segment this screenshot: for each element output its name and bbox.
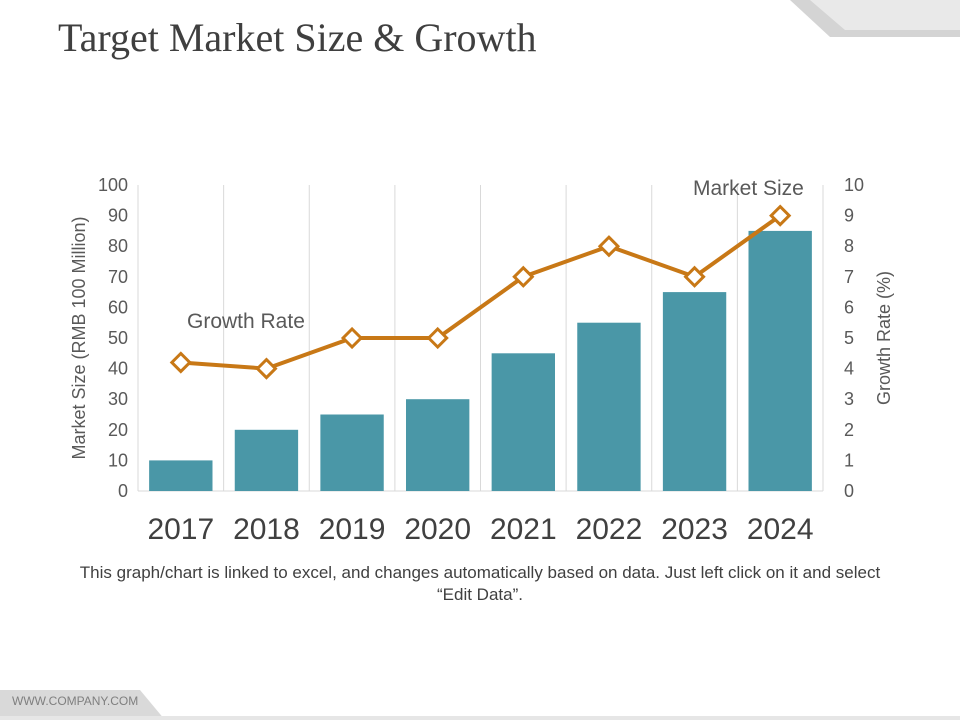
y2-tick-label: 0	[844, 481, 854, 501]
y-axis-title: Market Size (RMB 100 Million)	[69, 216, 89, 459]
y2-tick-label: 3	[844, 389, 854, 409]
y-tick-label: 80	[108, 236, 128, 256]
y-tick-label: 60	[108, 297, 128, 317]
left-axis-ticks: 0 10 20 30 40 50 60 70 80 90 100	[98, 175, 128, 501]
bar-2022	[577, 322, 641, 491]
growth-marker-2023	[683, 265, 706, 288]
y2-tick-label: 5	[844, 328, 854, 348]
x-axis-ticks: 2017 2018 2019 2020 2021 2022 2023 2024	[147, 513, 813, 546]
growth-rate-line	[180, 213, 782, 371]
y2-tick-label: 8	[844, 236, 854, 256]
bar-2023	[662, 292, 727, 491]
page-title: Target Market Size & Growth	[58, 15, 537, 60]
bar-2024	[748, 230, 812, 491]
y2-tick-label: 6	[844, 297, 854, 317]
y2-tick-label: 9	[844, 206, 854, 226]
growth-marker-2022	[597, 235, 621, 258]
annotation-market-size: Market Size	[693, 177, 804, 200]
y-tick-label: 70	[108, 267, 128, 287]
y-tick-label: 50	[108, 328, 128, 348]
growth-marker-2020	[426, 326, 449, 350]
x-tick-label: 2023	[661, 513, 728, 546]
x-tick-label: 2019	[319, 513, 386, 546]
y-tick-label: 90	[108, 206, 128, 226]
growth-marker-2021	[512, 265, 535, 288]
y2-tick-label: 7	[844, 267, 854, 287]
y-tick-label: 40	[108, 359, 128, 379]
footer-band	[0, 690, 960, 720]
bar-2017	[149, 460, 213, 491]
y-tick-label: 30	[108, 389, 128, 409]
x-tick-label: 2018	[233, 513, 300, 546]
y-tick-label: 0	[118, 481, 128, 501]
combo-chart: 0 10 20 30 40 50 60 70 80 90 100 0 1 2 3 4 5 6 7 8 9 10 2017…	[69, 175, 894, 546]
x-tick-label: 2021	[490, 513, 557, 546]
y-tick-label: 20	[108, 420, 128, 440]
x-tick-label: 2020	[404, 513, 471, 546]
x-tick-label: 2024	[747, 513, 814, 546]
y-tick-label: 10	[108, 450, 128, 470]
y2-tick-label: 1	[844, 450, 854, 470]
bar-2021	[491, 353, 555, 491]
y-tick-label: 100	[98, 175, 128, 195]
y2-axis-title: Growth Rate (%)	[874, 271, 894, 405]
right-axis-ticks: 0 1 2 3 4 5 6 7 8 9 10	[844, 175, 864, 501]
y2-tick-label: 4	[844, 359, 854, 379]
bar-series	[149, 230, 812, 491]
y2-tick-label: 10	[844, 175, 864, 195]
growth-marker-2024	[769, 204, 792, 227]
growth-marker-2019	[340, 326, 364, 350]
footer-url: WWW.COMPANY.COM	[12, 694, 139, 708]
line-series	[169, 204, 792, 380]
annotation-growth-rate: Growth Rate	[187, 310, 305, 333]
y2-tick-label: 2	[844, 420, 854, 440]
chart-note: This graph/chart is linked to excel, and…	[79, 563, 881, 604]
x-tick-label: 2017	[147, 513, 214, 546]
bar-2019	[320, 414, 384, 491]
growth-marker-2017	[169, 351, 192, 374]
bar-2018	[234, 429, 299, 491]
bar-2020	[406, 399, 470, 491]
growth-marker-2018	[255, 357, 278, 380]
corner-decoration	[790, 0, 960, 37]
x-tick-label: 2022	[576, 513, 643, 546]
